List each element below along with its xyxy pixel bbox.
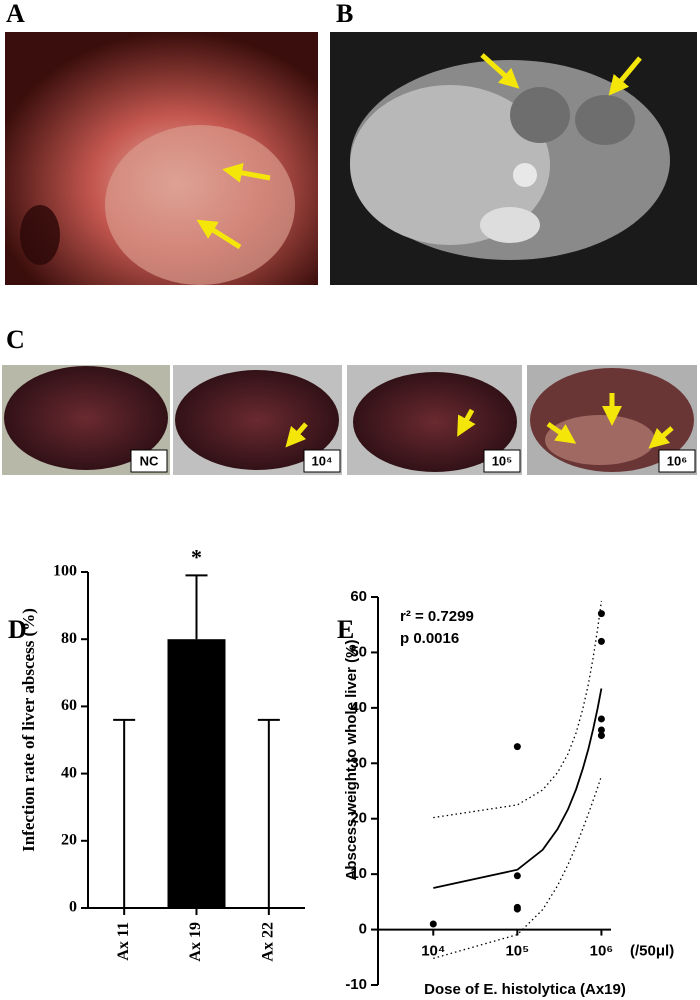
y-axis-label: Abscess weight to whole liver (%) [343,640,360,881]
x-tick-label: Ax 19 [187,922,204,962]
y-axis-label: Infection rate of liver abscess (%) [19,608,38,852]
photo-b [330,32,697,285]
confidence-upper [433,600,603,819]
x-tick-label: 10⁶ [590,943,614,960]
point [597,732,605,740]
panel-label: A [6,0,25,28]
annotation: r² = 0.7299 [400,608,474,625]
point [513,872,521,880]
y-tick-label: 100 [53,563,77,580]
photo-a [5,32,318,285]
y-tick-label: 80 [61,630,77,647]
panel-label: C [6,325,25,354]
y-tick-label: 0 [359,921,367,938]
point [597,610,605,618]
y-tick-label: 40 [61,764,77,781]
y-tick-label: 0 [69,899,77,916]
annotation: * [191,544,202,569]
y-tick-label: 30 [350,754,367,771]
panel-label: E [337,615,354,644]
photo-label: 10⁴ [312,453,333,468]
x-axis-label: Dose of E. histolytica (Ax19) [424,981,626,998]
x-tick-label: Ax 11 [115,922,132,961]
point [597,726,605,734]
y-tick-label: -10 [345,976,367,993]
bar [167,639,226,908]
annotation: p 0.0016 [400,630,459,647]
point [513,905,521,913]
x-tick-label: 10⁵ [505,943,529,960]
photo-label: 10⁶ [667,453,687,468]
point [597,715,605,723]
y-tick-label: 20 [61,831,77,848]
x-tick-label: Ax 22 [260,922,277,962]
panel-label: D [8,615,27,644]
y-tick-label: 40 [350,699,367,716]
confidence-lower [433,775,603,960]
y-tick-label: 10 [350,865,367,882]
point [597,637,605,645]
panel-label: B [336,0,353,28]
x-unit: (/50μl) [630,943,674,960]
y-tick-label: 60 [61,697,77,714]
fit-line [433,688,603,889]
x-tick-label: 10⁴ [421,943,445,960]
point [429,920,437,928]
y-tick-label: 50 [350,643,367,660]
photo-label: NC [140,453,159,468]
point [513,743,521,751]
photo-c: NC 10⁴ 10⁵ 10⁶ [2,365,697,475]
y-tick-label: 60 [350,588,367,605]
photo-label: 10⁵ [492,453,513,468]
y-tick-label: 20 [350,810,367,827]
